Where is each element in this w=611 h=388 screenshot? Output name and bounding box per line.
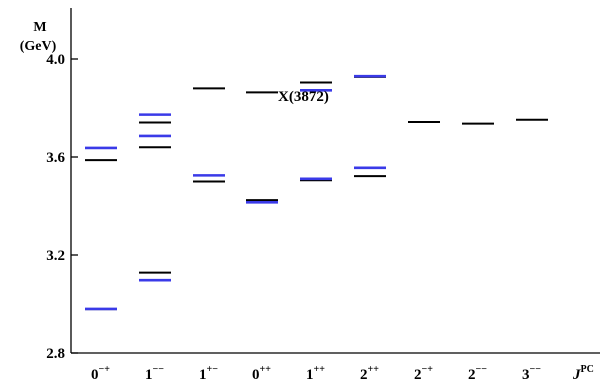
x-axis-title-base: J (572, 367, 581, 383)
category-base: 0 (252, 367, 260, 383)
category-base: 2 (360, 367, 368, 383)
x-category-labels: 0−+ 1−− 1+− 0++ 1++ 2++ 2−+ 2−− 3−− (91, 364, 541, 383)
y-tick-label: 3.2 (46, 248, 65, 264)
x-axis-title-sup: PC (581, 364, 594, 375)
x-category-label: 0−+ (91, 364, 110, 383)
y-axis-title: M (GeV) (20, 20, 57, 54)
y-tick-label: 2.8 (46, 346, 65, 362)
category-sup: ++ (314, 364, 326, 375)
category-sup: ++ (368, 364, 380, 375)
category-sup: −− (530, 364, 542, 375)
mass-levels (85, 74, 548, 311)
category-base: 0 (91, 367, 99, 383)
y-ticks: 2.8 3.2 3.6 4.0 (46, 52, 78, 362)
x-category-label: 2−+ (414, 364, 433, 383)
category-base: 2 (468, 367, 476, 383)
y-axis-title-line1: M (33, 20, 46, 35)
x-category-label: 1++ (306, 364, 325, 383)
category-sup: −− (153, 364, 165, 375)
category-base: 2 (414, 367, 422, 383)
x-category-label: 0++ (252, 364, 271, 383)
y-tick-label: 3.6 (46, 150, 65, 166)
category-base: 1 (306, 367, 314, 383)
category-sup: −+ (99, 364, 111, 375)
x-category-label: 1−− (145, 364, 164, 383)
category-base: 1 (145, 367, 153, 383)
x3872-annotation: X(3872) (278, 89, 329, 105)
category-sup: −+ (422, 364, 434, 375)
x-category-label: 2−− (468, 364, 487, 383)
x-axis-title: JPC (572, 364, 594, 383)
x-category-label: 3−− (522, 364, 541, 383)
x-category-label: 1+− (199, 364, 218, 383)
category-sup: ++ (260, 364, 272, 375)
category-sup: +− (207, 364, 219, 375)
y-tick-label: 4.0 (46, 52, 65, 68)
y-axis-title-line2: (GeV) (20, 39, 57, 54)
category-sup: −− (476, 364, 488, 375)
x-category-label: 2++ (360, 364, 379, 383)
category-base: 1 (199, 367, 207, 383)
category-base: 3 (522, 367, 530, 383)
